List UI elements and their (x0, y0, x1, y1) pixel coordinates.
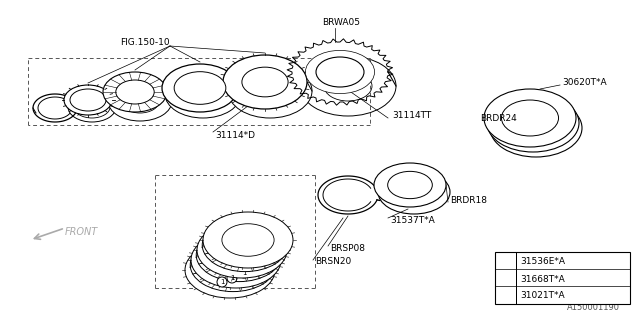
Text: 1: 1 (230, 275, 234, 281)
Text: 2: 2 (251, 229, 255, 235)
Ellipse shape (74, 96, 110, 118)
Ellipse shape (190, 238, 276, 292)
Ellipse shape (210, 244, 262, 276)
Text: 31536E*A: 31536E*A (520, 258, 565, 267)
Ellipse shape (374, 163, 446, 207)
Ellipse shape (247, 76, 293, 106)
Ellipse shape (300, 56, 396, 116)
Ellipse shape (197, 222, 287, 278)
Ellipse shape (378, 170, 450, 214)
Ellipse shape (216, 234, 268, 266)
Text: 3: 3 (223, 254, 227, 260)
Ellipse shape (108, 81, 172, 121)
Text: 1: 1 (242, 270, 246, 276)
Ellipse shape (196, 228, 282, 282)
Text: FIG.150-10: FIG.150-10 (120, 37, 170, 46)
Text: BRDR24: BRDR24 (480, 114, 516, 123)
Text: FRONT: FRONT (65, 227, 99, 237)
Ellipse shape (64, 85, 112, 115)
Circle shape (217, 277, 227, 287)
Ellipse shape (203, 212, 293, 268)
Ellipse shape (228, 64, 312, 118)
FancyBboxPatch shape (495, 252, 630, 304)
Circle shape (227, 273, 237, 283)
Ellipse shape (388, 172, 433, 199)
Text: BRDR18: BRDR18 (450, 196, 487, 204)
Ellipse shape (202, 219, 288, 272)
Ellipse shape (165, 70, 241, 118)
Text: BRSN20: BRSN20 (315, 258, 351, 267)
Ellipse shape (487, 94, 579, 152)
Ellipse shape (392, 178, 436, 206)
Ellipse shape (121, 89, 159, 113)
Text: 1: 1 (220, 279, 224, 285)
Text: 2: 2 (504, 276, 508, 282)
Circle shape (233, 247, 243, 257)
Ellipse shape (502, 100, 559, 136)
Ellipse shape (162, 64, 238, 112)
Ellipse shape (508, 110, 564, 146)
Ellipse shape (116, 80, 154, 104)
Ellipse shape (490, 99, 582, 157)
Ellipse shape (223, 55, 307, 109)
Circle shape (248, 227, 258, 237)
Ellipse shape (484, 89, 576, 147)
Ellipse shape (70, 89, 106, 111)
Text: 31114TT: 31114TT (392, 110, 431, 119)
Circle shape (220, 252, 230, 262)
Text: 31114*D: 31114*D (215, 131, 255, 140)
Text: 2: 2 (245, 234, 249, 240)
Ellipse shape (242, 67, 288, 97)
Ellipse shape (185, 242, 275, 298)
Ellipse shape (305, 51, 374, 94)
Ellipse shape (174, 72, 226, 104)
Circle shape (236, 242, 246, 252)
Circle shape (242, 232, 252, 242)
Ellipse shape (214, 240, 264, 270)
Text: BRSP08: BRSP08 (330, 244, 365, 252)
Ellipse shape (324, 71, 372, 101)
Ellipse shape (222, 224, 274, 256)
Ellipse shape (504, 105, 561, 141)
Circle shape (239, 268, 249, 278)
Ellipse shape (220, 230, 269, 260)
Ellipse shape (191, 232, 281, 288)
Text: 3: 3 (504, 293, 508, 299)
Text: 31668T*A: 31668T*A (520, 275, 564, 284)
Ellipse shape (316, 57, 364, 87)
Circle shape (501, 274, 511, 284)
Ellipse shape (68, 92, 116, 122)
Text: BRWA05: BRWA05 (322, 18, 360, 27)
Circle shape (501, 291, 511, 301)
Text: 2: 2 (239, 244, 243, 250)
Text: 30620T*A: 30620T*A (562, 77, 607, 86)
Ellipse shape (208, 250, 258, 280)
Circle shape (501, 257, 511, 267)
Ellipse shape (204, 254, 256, 286)
Text: 2: 2 (236, 249, 240, 255)
Text: 31537T*A: 31537T*A (390, 215, 435, 225)
Text: 31021T*A: 31021T*A (520, 292, 564, 300)
Text: A150001190: A150001190 (567, 303, 620, 312)
Text: 1: 1 (504, 259, 508, 265)
Ellipse shape (103, 72, 167, 112)
